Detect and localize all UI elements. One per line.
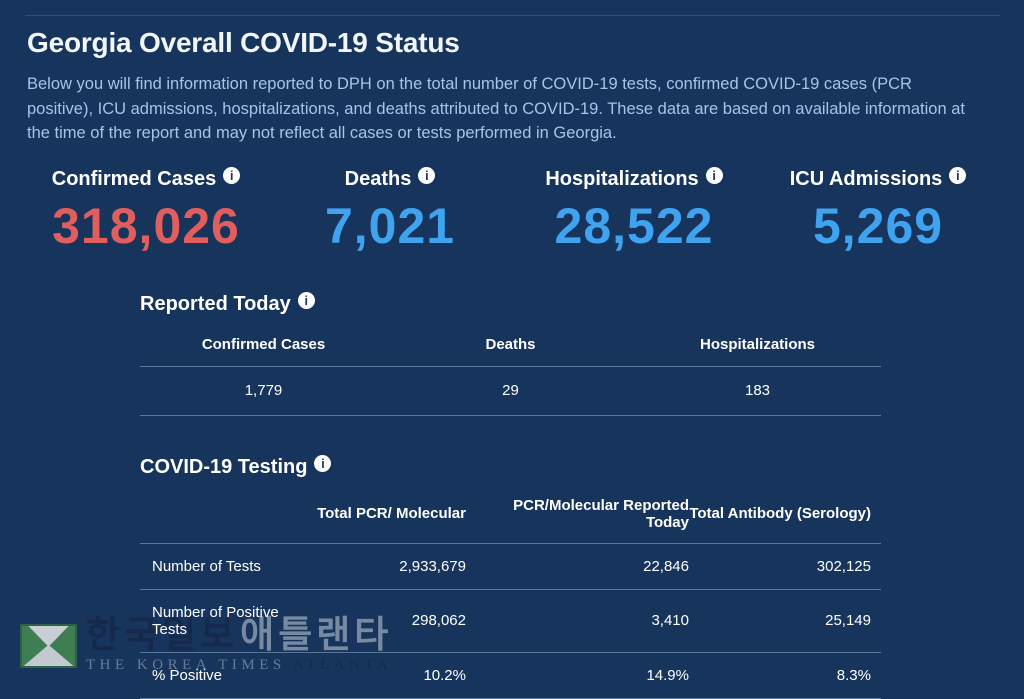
table-cell: 8.3%	[836, 666, 871, 684]
table-cell: 298,062	[411, 612, 466, 629]
table-cell: 2,933,679	[399, 557, 466, 575]
testing-heading-text: COVID-19 Testing	[140, 455, 308, 478]
stat-value: 7,021	[324, 197, 456, 254]
watermark-english-secondary: ATLANTA	[292, 657, 393, 673]
row-label: Number of Positive Tests	[152, 603, 279, 638]
reported-today-section: Reported Today i Confirmed Cases Deaths H…	[140, 292, 881, 416]
headline-stats: Confirmed Cases i 318,026 Deaths i 7,021 H…	[24, 167, 1000, 255]
info-icon[interactable]: i	[223, 167, 241, 184]
table-cell: 29	[502, 381, 519, 399]
stat-label: Hospitalizations	[545, 167, 699, 190]
column-header: PCR/Molecular Reported Today	[513, 496, 689, 531]
korea-times-logo-icon	[20, 624, 77, 668]
table-row-number-of-tests: Number of Tests 2,933,679 22,846 302,125	[140, 542, 881, 589]
table-cell: 10.2%	[423, 666, 466, 684]
watermark-english-primary: THE KOREA TIMES	[86, 657, 286, 673]
reported-today-heading-text: Reported Today	[140, 292, 291, 315]
watermark-korean-secondary: 애틀랜타	[240, 614, 393, 655]
table-cell: 3,410	[651, 612, 689, 629]
table-row-number-of-positive-tests: Number of Positive Tests 298,062 3,410 2…	[140, 588, 881, 652]
column-header: Deaths	[485, 335, 536, 353]
testing-header-row: Total PCR/ Molecular PCR/Molecular Repor…	[140, 497, 881, 543]
info-icon[interactable]: i	[314, 455, 332, 472]
korea-times-watermark: 한국일보애틀랜타 THE KOREA TIMES ATLANTA	[20, 613, 392, 674]
column-header: Total Antibody (Serology)	[689, 505, 871, 522]
reported-today-heading: Reported Today i	[140, 292, 881, 316]
stat-confirmed-cases: Confirmed Cases i 318,026	[24, 167, 268, 255]
watermark-text: 한국일보애틀랜타 THE KOREA TIMES ATLANTA	[86, 613, 392, 674]
table-cell: 302,125	[816, 557, 871, 575]
testing-heading: COVID-19 Testing i	[140, 455, 881, 479]
stat-label: Confirmed Cases	[51, 167, 217, 190]
table-cell: 14.9%	[646, 666, 689, 684]
info-icon[interactable]: i	[297, 292, 315, 309]
table-cell: 1,779	[244, 381, 283, 399]
intro-paragraph: Below you will find information reported…	[27, 75, 965, 142]
testing-table: Total PCR/ Molecular PCR/Molecular Repor…	[140, 497, 881, 699]
table-cell: 22,846	[643, 557, 689, 575]
stat-icu-admissions: ICU Admissions i 5,269	[756, 167, 1000, 255]
stat-label: Deaths	[344, 167, 412, 190]
page-title: Georgia Overall COVID-19 Status	[27, 27, 460, 58]
testing-section: COVID-19 Testing i Total PCR/ Molecular P…	[140, 455, 881, 699]
stat-hospitalizations: Hospitalizations i 28,522	[512, 167, 756, 255]
reported-today-table: Confirmed Cases Deaths Hospitalizations …	[140, 336, 881, 416]
watermark-korean-primary: 한국일보	[86, 614, 239, 655]
stat-value: 318,026	[52, 197, 240, 254]
top-divider	[25, 15, 1000, 16]
stat-value: 28,522	[554, 197, 714, 254]
table-cell: 183	[744, 381, 771, 399]
stat-value: 5,269	[812, 197, 944, 254]
info-icon[interactable]: i	[705, 167, 723, 184]
table-row-percent-positive: % Positive 10.2% 14.9% 8.3%	[140, 651, 881, 699]
reported-today-header-row: Confirmed Cases Deaths Hospitalizations	[140, 336, 881, 366]
info-icon[interactable]: i	[949, 167, 967, 184]
column-header: Confirmed Cases	[201, 335, 326, 353]
row-label: % Positive	[152, 666, 223, 684]
row-label: Number of Tests	[152, 557, 261, 575]
stat-label: ICU Admissions	[789, 167, 943, 190]
table-cell: 25,149	[825, 612, 871, 629]
stat-deaths: Deaths i 7,021	[268, 167, 512, 255]
info-icon[interactable]: i	[418, 167, 436, 184]
column-header: Total PCR/ Molecular	[317, 505, 466, 522]
reported-today-values-row: 1,779 29 183	[140, 365, 881, 416]
column-header: Hospitalizations	[699, 335, 815, 353]
